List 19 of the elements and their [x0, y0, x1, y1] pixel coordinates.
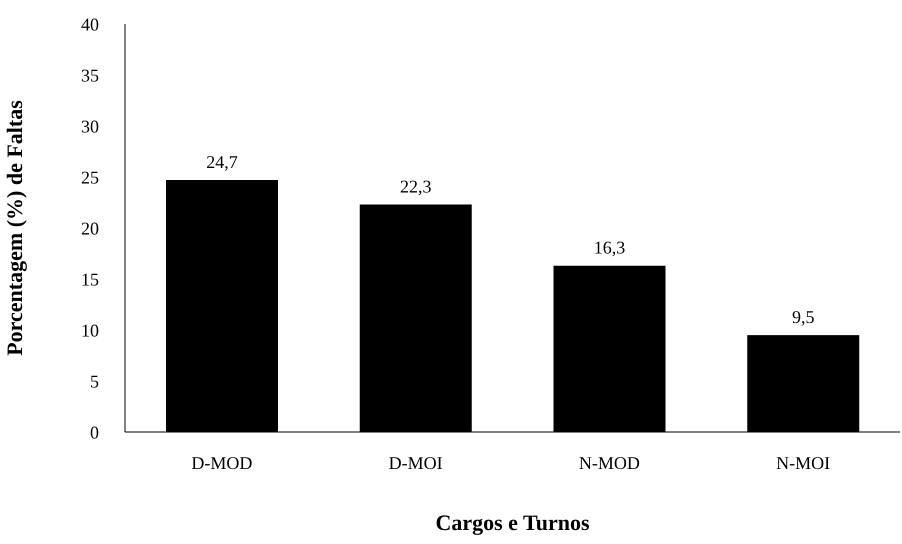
- y-tick-label: 20: [81, 218, 99, 238]
- data-label: 16,3: [594, 238, 626, 258]
- y-tick-label: 15: [81, 269, 99, 290]
- y-tick-label: 40: [81, 14, 99, 34]
- y-tick-label: 30: [81, 116, 99, 136]
- y-tick-label: 25: [81, 167, 99, 188]
- data-label: 9,5: [792, 307, 814, 328]
- x-tick-label: N-MOD: [578, 452, 640, 473]
- data-label: 24,7: [206, 152, 238, 172]
- y-axis-title: Porcentagem (%) de Faltas: [2, 100, 27, 356]
- y-tick-label: 5: [90, 371, 99, 392]
- x-tick-label: N-MOI: [776, 452, 830, 473]
- x-axis-title: Cargos e Turnos: [435, 510, 590, 535]
- y-tick-label: 10: [81, 320, 99, 340]
- data-label: 22,3: [400, 176, 432, 197]
- x-tick-label: D-MOD: [191, 452, 252, 473]
- x-tick-label: D-MOI: [388, 452, 443, 473]
- y-tick-label: 35: [81, 65, 99, 86]
- y-tick-label: 0: [90, 422, 99, 442]
